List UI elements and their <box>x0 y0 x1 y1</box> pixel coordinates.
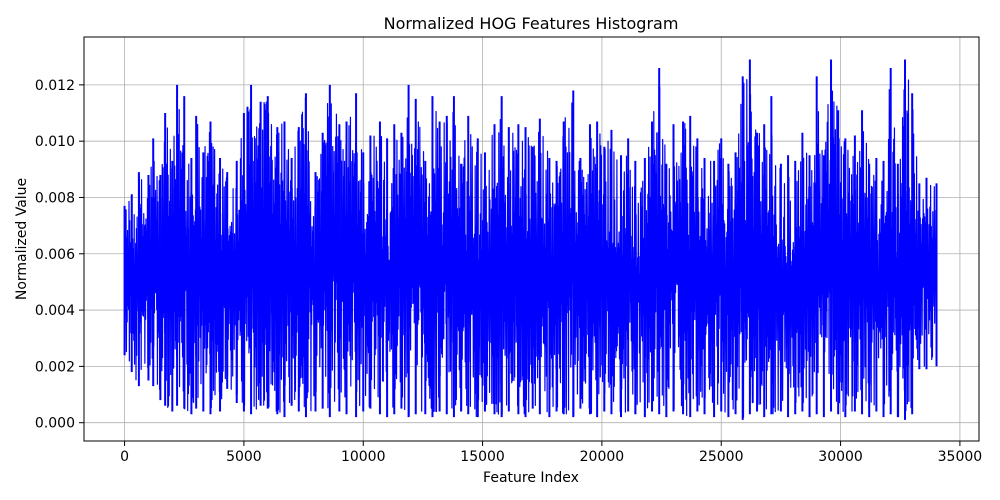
x-tick-label: 20000 <box>580 449 625 465</box>
x-tick-label: 35000 <box>938 449 983 465</box>
data-series <box>123 59 938 420</box>
x-tick-label: 0 <box>120 449 129 465</box>
y-tick-label: 0.012 <box>35 78 75 94</box>
y-tick-label: 0.010 <box>35 134 75 150</box>
y-tick-label: 0.004 <box>35 303 75 319</box>
y-axis-label: Normalized Value <box>14 178 30 300</box>
y-tick-label: 0.006 <box>35 247 75 263</box>
y-tick-label: 0.008 <box>35 190 75 206</box>
y-tick-label: 0.000 <box>35 416 75 432</box>
x-tick-label: 30000 <box>818 449 863 465</box>
x-tick-label: 5000 <box>226 449 262 465</box>
chart-title: Normalized HOG Features Histogram <box>384 14 679 33</box>
x-tick-label: 10000 <box>341 449 386 465</box>
x-tick-label: 25000 <box>699 449 744 465</box>
plot-frame <box>83 36 980 442</box>
axis-ticks: 0 5000 10000 15000 20000 25000 30000 35000 0.000… <box>35 78 982 465</box>
y-tick-label: 0.002 <box>35 359 75 375</box>
x-axis-label: Feature Index <box>483 470 579 486</box>
x-tick-label: 15000 <box>460 449 505 465</box>
